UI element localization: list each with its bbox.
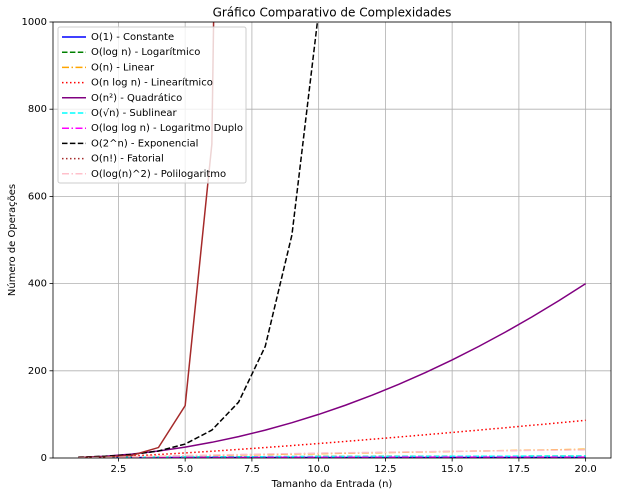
x-tick-label: 5.0 xyxy=(177,464,193,475)
x-tick-label: 2.5 xyxy=(110,464,126,475)
y-tick-label: 0 xyxy=(41,453,47,464)
lines-layer xyxy=(78,22,587,458)
legend: O(1) - Constante O(log n) - Logarítmico O(… xyxy=(57,26,247,184)
y-tick-label: 800 xyxy=(28,104,47,115)
y-tick-label: 400 xyxy=(28,279,47,290)
y-tick-label: 200 xyxy=(28,366,47,377)
chart-title: Gráfico Comparativo de Complexidades xyxy=(213,6,452,20)
series-line xyxy=(105,456,586,458)
legend-label: O(n) - Linear xyxy=(91,62,155,73)
series-line xyxy=(78,449,586,458)
legend-label: O(log(n)^2) - Polilogaritmo xyxy=(91,169,226,180)
legend-label: O(1) - Constante xyxy=(91,32,174,43)
y-axis-label: Número de Operações xyxy=(6,184,18,296)
x-tick-label: 17.5 xyxy=(508,464,530,475)
x-tick-label: 12.5 xyxy=(374,464,396,475)
legend-label: O(n!) - Fatorial xyxy=(91,154,164,165)
x-tick-label: 20.0 xyxy=(575,464,597,475)
legend-label: O(log log n) - Logaritmo Duplo xyxy=(91,123,243,134)
plot-frame xyxy=(52,21,612,459)
series-line xyxy=(78,282,587,458)
legend-label: O(2^n) - Exponencial xyxy=(91,138,198,149)
series-line xyxy=(78,419,586,458)
y-tick-label: 1000 xyxy=(22,17,47,28)
legend-box xyxy=(57,26,247,184)
y-tick-label: 600 xyxy=(28,191,47,202)
x-tick-label: 10.0 xyxy=(308,464,330,475)
x-tick-label: 7.5 xyxy=(244,464,260,475)
x-axis-label: Tamanho da Entrada (n) xyxy=(271,479,393,490)
legend-label: O(log n) - Logarítmico xyxy=(91,46,200,58)
x-tick-label: 15.0 xyxy=(441,464,463,475)
legend-label: O(√n) - Sublinear xyxy=(91,108,178,119)
legend-label: O(n log n) - Linearítmico xyxy=(91,77,213,89)
legend-label: O(n²) - Quadrático xyxy=(91,92,182,104)
